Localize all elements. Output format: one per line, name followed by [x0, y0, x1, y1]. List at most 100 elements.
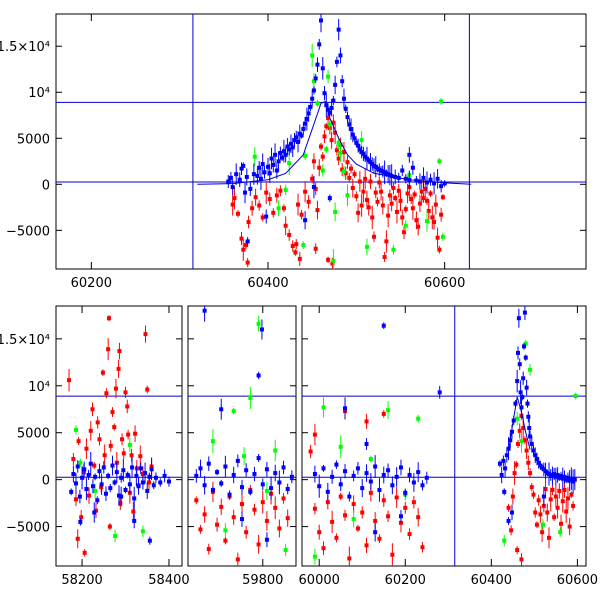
data-point [269, 156, 274, 161]
data-point [264, 214, 269, 219]
data-point [515, 548, 520, 553]
data-point [106, 473, 111, 478]
data-point [528, 471, 533, 476]
data-point [67, 378, 72, 383]
data-point [368, 456, 373, 461]
data-point [409, 197, 414, 202]
data-point [364, 244, 369, 249]
data-point [336, 156, 341, 161]
data-point [287, 232, 292, 237]
data-point [112, 480, 117, 485]
data-point [394, 495, 399, 500]
data-point [407, 532, 412, 537]
data-point [543, 487, 548, 492]
data-point [278, 151, 283, 156]
data-point [435, 176, 440, 181]
data-point [320, 154, 325, 159]
data-point [283, 152, 288, 157]
data-point [245, 239, 250, 244]
data-point [273, 505, 278, 510]
data-point [331, 120, 336, 125]
data-point [126, 432, 131, 437]
data-point [257, 165, 262, 170]
data-point [345, 160, 350, 165]
data-point [363, 176, 368, 181]
data-point [432, 220, 437, 225]
data-point [260, 482, 265, 487]
data-point [103, 491, 108, 496]
data-point [524, 385, 529, 390]
data-point [514, 462, 519, 467]
data-point [499, 472, 504, 477]
data-point [331, 98, 336, 103]
data-point [321, 546, 326, 551]
data-point [219, 504, 224, 509]
data-point [390, 483, 395, 488]
y-tick-label: 10⁴ [28, 86, 50, 101]
data-point [423, 186, 428, 191]
data-point [132, 496, 137, 501]
data-point [381, 472, 386, 477]
data-point [310, 176, 315, 181]
data-point [559, 473, 564, 478]
data-point [149, 467, 154, 472]
data-point [75, 464, 80, 469]
data-point [382, 255, 387, 260]
data-point [264, 190, 269, 195]
data-point [426, 209, 431, 214]
data-point [252, 472, 257, 477]
data-point [522, 310, 527, 315]
data-point [522, 344, 527, 349]
data-point [136, 484, 141, 489]
data-point [359, 138, 364, 143]
data-point [398, 514, 403, 519]
data-point [377, 180, 382, 185]
data-point [327, 122, 332, 127]
data-point [92, 510, 97, 515]
data-point [357, 147, 362, 152]
data-point [304, 116, 309, 121]
data-point [166, 479, 171, 484]
data-point [95, 498, 100, 503]
data-point [134, 473, 139, 478]
data-point [132, 518, 137, 523]
data-point [292, 138, 297, 143]
data-point [557, 488, 562, 493]
data-point [320, 168, 325, 173]
data-point [503, 466, 508, 471]
data-point [352, 136, 357, 141]
data-point [226, 179, 231, 184]
data-point [303, 189, 308, 194]
data-point [227, 492, 232, 497]
data-point [77, 494, 82, 499]
data-point [400, 168, 405, 173]
x-tick-label: 60400 [247, 276, 288, 291]
data-point [231, 409, 236, 414]
y-tick-label: 5000 [17, 132, 50, 147]
data-point [357, 179, 362, 184]
plot-frame [187, 305, 297, 567]
data-point [398, 198, 403, 203]
data-point [325, 500, 330, 505]
data-point [333, 130, 338, 135]
data-point [143, 471, 148, 476]
data-point [340, 79, 345, 84]
data-point [398, 520, 403, 525]
data-point [516, 441, 521, 446]
data-point [403, 505, 408, 510]
data-point [308, 104, 313, 109]
data-point [523, 341, 528, 346]
data-point [540, 522, 545, 527]
data-point [351, 502, 356, 507]
data-point [529, 441, 534, 446]
data-point [273, 152, 278, 157]
data-point [364, 471, 369, 476]
data-point [351, 517, 356, 522]
data-point [131, 509, 136, 514]
x-tick-label: 60000 [299, 573, 340, 588]
data-point [531, 492, 536, 497]
data-point [377, 487, 382, 492]
data-point [526, 414, 531, 419]
data-point [312, 432, 317, 437]
data-point [294, 242, 299, 247]
